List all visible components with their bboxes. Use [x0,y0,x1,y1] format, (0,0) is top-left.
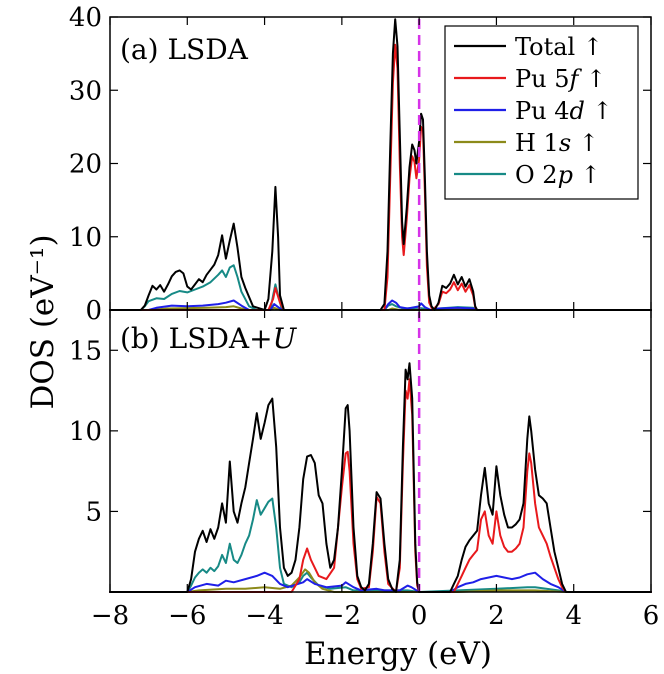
x-axis-title: Energy (eV) [304,636,492,672]
panel-a-y-tick-label: 30 [69,76,102,106]
panel-a-y-tick-label: 40 [69,3,102,33]
panel-b-y-tick-label: 10 [69,417,102,447]
legend-label-pu5f: Pu 5f ↑ [515,65,606,93]
panel-a-y-tick-label: 0 [85,296,102,326]
panel-b-label: (b) LSDA+U [120,322,298,355]
legend-label-pu4d: Pu 4d ↑ [515,97,613,125]
legend-label-h1s: H 1s ↑ [515,129,599,157]
legend-box [444,25,639,200]
panel-a-o2p-line [109,264,652,311]
x-tick-label: 0 [411,601,428,631]
x-tick-label: −6 [168,601,206,631]
panel-a-y-ticks: 0 10 20 30 40 [69,3,652,326]
x-tick-label: −2 [323,601,361,631]
panel-b-lsda-u: 5 10 15 (b) LSDA+U [69,309,652,593]
x-tick-label: 2 [488,601,505,631]
x-tick-label: 4 [565,601,582,631]
panel-b-pu4d-line [109,571,652,593]
panel-b-total-line [109,362,652,593]
legend-label-o2p: O 2p ↑ [515,161,601,189]
legend-label-total: Total ↑ [515,33,603,61]
panel-b-y-ticks: 5 10 15 [69,310,652,593]
panel-a-y-tick-label: 20 [69,150,102,180]
x-tick-label: 6 [643,601,660,631]
panel-b-frame [109,309,652,593]
y-axis-title: DOS (eV⁻¹) [25,234,61,409]
x-tick-label: −4 [245,601,283,631]
panel-a-label: (a) LSDA [120,33,249,66]
legend: Total ↑ Pu 5f ↑ Pu 4d ↑ H 1s ↑ O 2p ↑ [444,25,639,200]
panel-b-pu5f-line [109,378,652,593]
x-tick-label: −8 [91,601,129,631]
panel-a-y-tick-label: 10 [69,223,102,253]
panel-b-series-group [109,362,652,593]
x-axis-ticks: −8 −6 −4 −2 0 2 4 6 [91,601,659,631]
panel-b-y-tick-label: 5 [85,497,102,527]
panel-b-y-tick-label: 15 [69,336,102,366]
